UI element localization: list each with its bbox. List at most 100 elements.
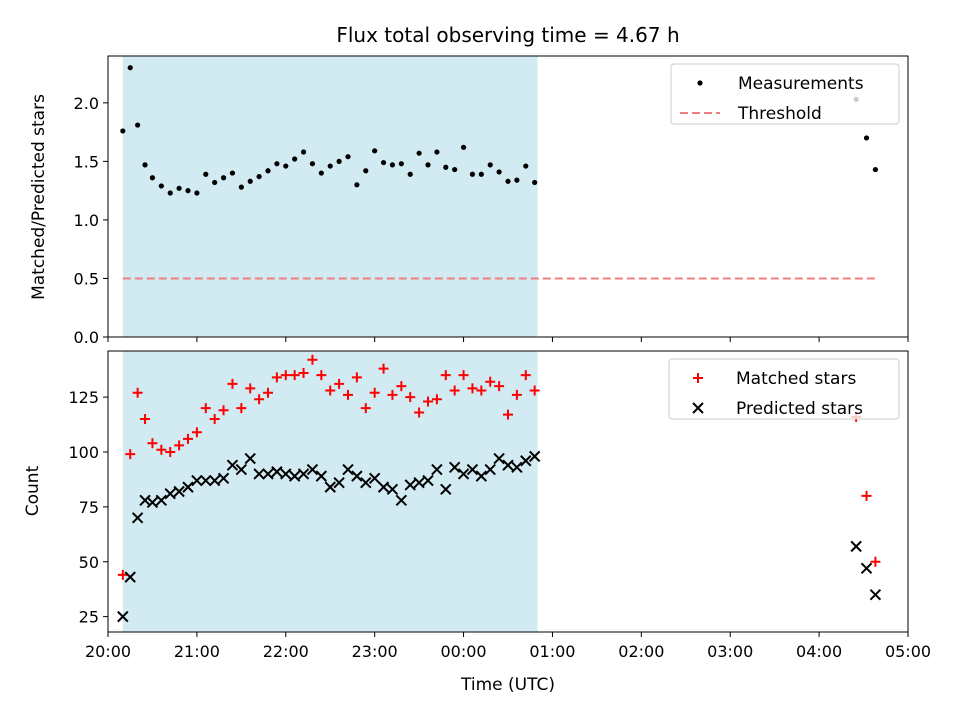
measurements-point	[256, 173, 262, 180]
matched-stars-point	[165, 446, 176, 457]
measurements-point	[354, 182, 360, 188]
measurements-point	[487, 162, 493, 168]
predicted-stars-point	[440, 483, 452, 496]
matched-stars-point	[467, 383, 478, 394]
legend-predicted-stars-swatch	[692, 402, 704, 414]
top-y-tick-label: 0.5	[74, 269, 99, 288]
matched-stars-point	[132, 387, 143, 398]
matched-stars-point	[360, 403, 371, 414]
predicted-stars-point	[155, 494, 168, 506]
measurements-point	[309, 161, 316, 167]
top-panel: Flux total observing time = 4.67 h 0.00.…	[29, 23, 909, 347]
top-legend: Measurements Threshold	[670, 63, 900, 125]
measurements-point	[194, 190, 200, 196]
x-tick-label: 02:00	[618, 642, 664, 661]
predicted-stars-point	[511, 461, 523, 474]
measurements-point	[300, 149, 307, 155]
matched-stars-point	[511, 389, 522, 400]
matched-stars-point	[236, 403, 247, 414]
measurements-point	[185, 188, 191, 194]
predicted-stars-point	[422, 474, 434, 487]
matched-stars-point	[183, 433, 193, 444]
predicted-stars-point	[466, 463, 479, 476]
top-observing-interval	[122, 56, 538, 337]
matched-stars-point	[870, 556, 881, 567]
bottom-panel: 25 50 75 100 125 20:00 21:00 22:00 23:00 00:00 01:…	[23, 350, 931, 695]
legend-label: Matched stars	[736, 369, 856, 389]
predicted-stars-point	[475, 470, 488, 482]
top-plot-area: 0.0 0.5 1.0 1.5 2.0 Measurements Threshold	[74, 55, 909, 347]
matched-stars-point	[414, 407, 425, 418]
top-axes-frame	[107, 55, 909, 338]
x-tick-label: 04:00	[796, 642, 842, 661]
bottom-plot-area: 25 50 75 100 125 20:00 21:00 22:00 23:00 00:00 01:…	[68, 350, 931, 661]
top-legend-box	[670, 63, 900, 125]
predicted-stars-point	[173, 485, 185, 498]
matched-stars-point	[316, 370, 327, 381]
matched-stars-point	[503, 409, 513, 420]
matched-stars-point	[378, 363, 389, 374]
predicted-stars-point	[280, 468, 292, 480]
predicted-stars-point	[124, 571, 136, 583]
matched-stars-point	[396, 381, 407, 392]
matched-stars-point	[218, 405, 229, 416]
matched-stars-point	[209, 414, 220, 425]
predicted-stars-point	[351, 470, 363, 482]
measurements-point	[247, 178, 253, 184]
matched-stars-point	[449, 385, 460, 396]
x-axis-label: Time (UTC)	[460, 675, 555, 695]
bottom-y-axis-label: Count	[23, 465, 43, 516]
matched-stars-point	[289, 370, 300, 381]
matched-stars-point	[200, 403, 211, 414]
measurements-point	[149, 175, 156, 181]
measurements-point	[336, 158, 342, 164]
predicted-stars-point	[431, 463, 443, 476]
matched-stars-point	[405, 392, 416, 403]
matched-stars-point	[117, 569, 128, 580]
predicted-stars-point	[860, 562, 873, 575]
top-y-tick-label: 1.0	[74, 211, 99, 230]
matched-stars-point	[263, 387, 273, 398]
top-y-tick-label: 1.5	[74, 152, 99, 171]
predicted-stars-point	[164, 487, 176, 500]
measurements-point	[372, 148, 378, 154]
measurements-point	[176, 185, 182, 191]
predicted-stars-point	[502, 459, 514, 471]
measurements-point	[220, 175, 227, 181]
measurements-point	[407, 171, 413, 177]
matched-stars-point	[458, 370, 469, 381]
measurements-point	[363, 168, 369, 174]
matched-stars-point	[325, 385, 336, 396]
measurements-point	[142, 162, 148, 168]
bottom-legend-box	[668, 358, 900, 420]
bottom-y-tick-label: 75	[79, 498, 99, 517]
measurements-point	[158, 183, 164, 189]
matched-stars-point	[334, 378, 345, 389]
measurements-point	[523, 163, 529, 169]
measurements-point	[452, 166, 458, 173]
matched-stars-point	[191, 427, 202, 438]
matched-stars-point	[298, 367, 309, 378]
measurements-point	[478, 171, 484, 177]
bottom-y-tick-label: 50	[79, 553, 99, 572]
measurements-point	[505, 178, 511, 184]
matched-stars-point	[387, 389, 398, 400]
bottom-y-tick-label: 125	[68, 388, 99, 407]
matched-stars-point	[529, 385, 540, 396]
measurements-point	[292, 156, 298, 162]
matched-stars-point	[174, 440, 185, 451]
measurements-point	[135, 122, 141, 128]
x-tick-label: 01:00	[529, 642, 575, 661]
chart-title: Flux total observing time = 4.67 h	[336, 23, 679, 47]
measurements-point	[434, 149, 440, 155]
predicted-stars-point	[297, 468, 310, 480]
bottom-axes-frame	[107, 350, 909, 633]
x-tick-label: 00:00	[441, 642, 487, 661]
predicted-stars-point	[139, 494, 151, 506]
predicted-stars-point	[413, 477, 425, 489]
predicted-stars-point	[235, 463, 248, 476]
predicted-stars-point	[395, 494, 408, 506]
predicted-stars-point	[217, 472, 230, 485]
legend-measurements-swatch	[697, 80, 703, 86]
